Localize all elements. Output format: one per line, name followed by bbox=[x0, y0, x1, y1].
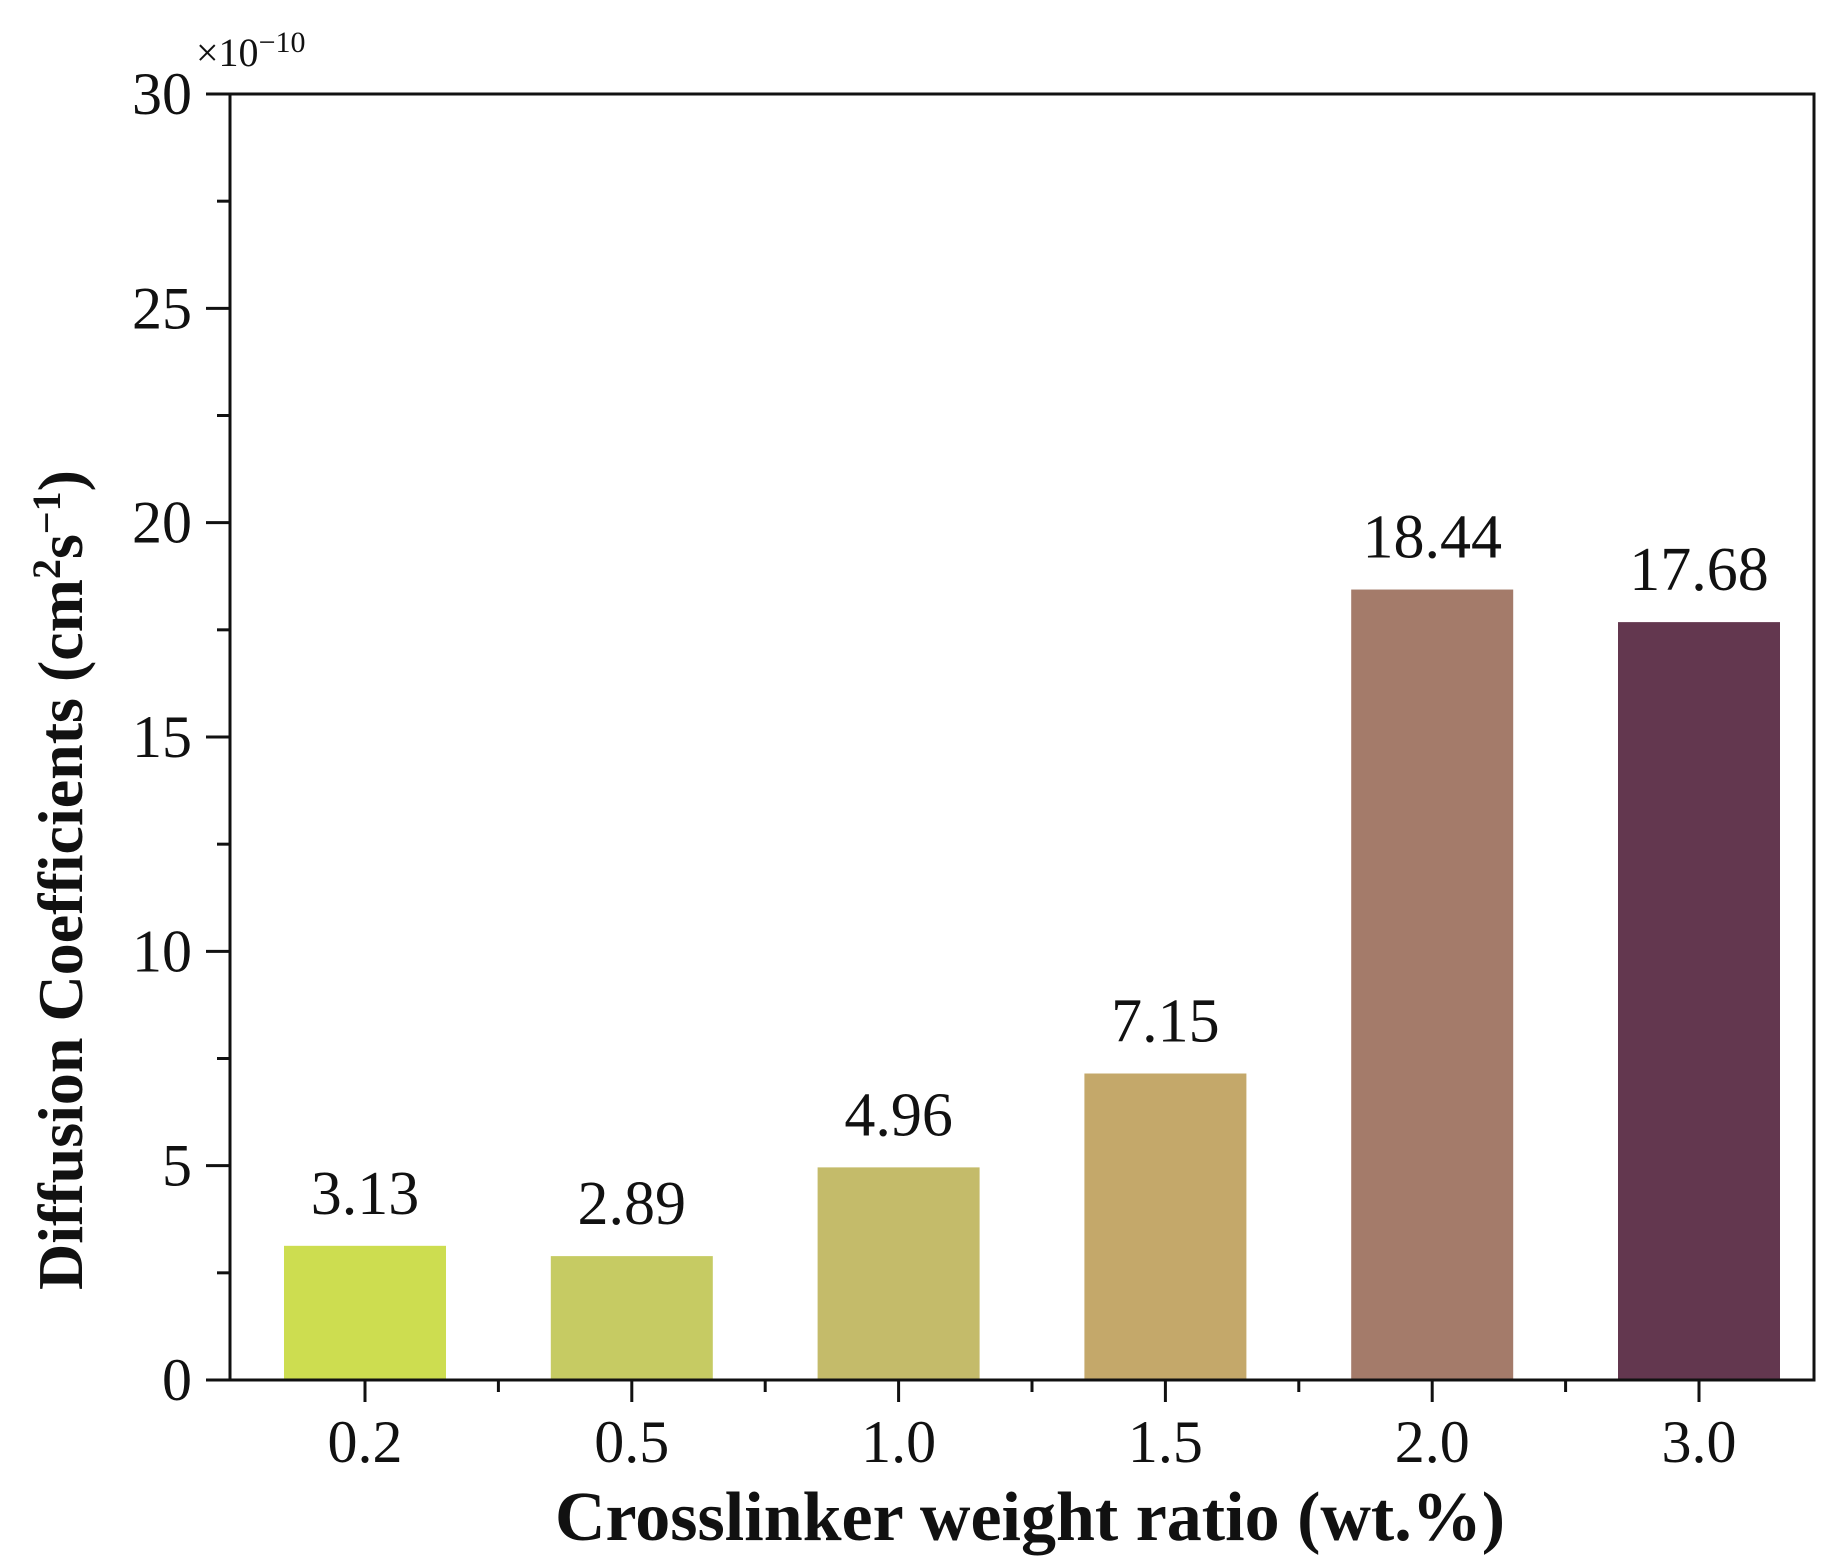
y-tick-label: 30 bbox=[132, 61, 192, 127]
y-tick-label: 0 bbox=[162, 1347, 192, 1413]
x-tick-label: 2.0 bbox=[1395, 1409, 1470, 1475]
y-axis-title-main: Diffusion Coefficients (cm bbox=[25, 579, 96, 1290]
bar-3.0 bbox=[1618, 622, 1780, 1380]
y-multiplier-exponent: −10 bbox=[259, 26, 306, 59]
x-tick-label: 3.0 bbox=[1662, 1409, 1737, 1475]
bar-2.0 bbox=[1351, 589, 1514, 1380]
x-tick-label: 0.5 bbox=[594, 1409, 669, 1475]
y-axis-title-s: s bbox=[25, 534, 96, 559]
x-tick-label: 0.2 bbox=[328, 1409, 403, 1475]
bar-value-label: 3.13 bbox=[311, 1160, 420, 1228]
y-axis-title: Diffusion Coefficients (cm2s−1) bbox=[24, 470, 97, 1290]
bar-value-label: 18.44 bbox=[1362, 504, 1502, 572]
y-tick-label: 5 bbox=[162, 1133, 192, 1199]
y-tick-label: 25 bbox=[132, 275, 192, 341]
x-tick-label: 1.0 bbox=[861, 1409, 936, 1475]
y-multiplier-prefix: ×10 bbox=[196, 30, 259, 75]
bar-0.2 bbox=[284, 1245, 446, 1380]
y-axis-title-sup-2: 2 bbox=[24, 559, 69, 579]
bar-value-label: 17.68 bbox=[1629, 536, 1769, 604]
x-axis-title: Crosslinker weight ratio (wt.%) bbox=[555, 1479, 1505, 1556]
bar-value-label: 2.89 bbox=[578, 1170, 687, 1238]
bar-1.5 bbox=[1084, 1073, 1247, 1380]
bar-0.5 bbox=[550, 1256, 713, 1380]
bar-value-label: 7.15 bbox=[1111, 988, 1220, 1056]
y-tick-label: 15 bbox=[132, 704, 192, 770]
y-axis-title-sup-neg1: −1 bbox=[24, 491, 69, 534]
y-tick-label: 20 bbox=[132, 490, 192, 556]
bar-value-label: 4.96 bbox=[844, 1081, 953, 1149]
x-tick-label: 1.5 bbox=[1128, 1409, 1203, 1475]
y-axis-multiplier: ×10−10 bbox=[196, 26, 305, 75]
bar-1.0 bbox=[817, 1167, 980, 1380]
y-tick-label: 10 bbox=[132, 918, 192, 984]
y-axis-title-close: ) bbox=[25, 470, 96, 491]
